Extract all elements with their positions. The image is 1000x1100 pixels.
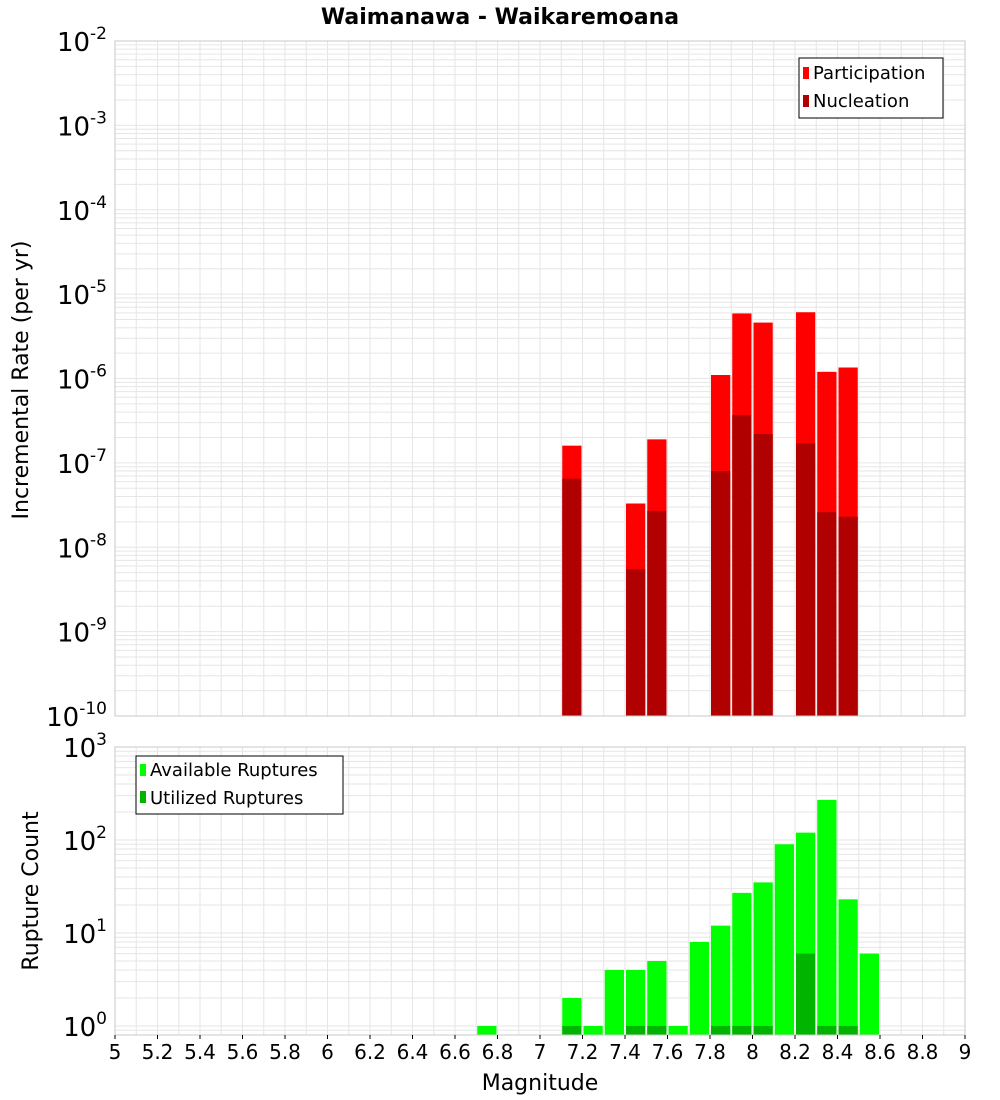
bottom-y-tick-label: 100 [63, 1009, 107, 1043]
top-bar-nucleation [817, 512, 837, 716]
bottom-bar-available-ruptures [859, 953, 879, 1035]
top-bar-nucleation [562, 478, 582, 716]
top-panel-frame [114, 40, 966, 717]
bottom-bar-available-ruptures [668, 1025, 688, 1035]
x-tick-label: 6.8 [482, 1040, 514, 1064]
bottom-bar-available-ruptures [583, 1025, 603, 1035]
legend-label-utilized: Utilized Ruptures [150, 788, 303, 809]
bottom-y-tick-label: 101 [63, 916, 107, 950]
legend-swatch-nucleation [803, 95, 809, 107]
top-panel-bars [562, 312, 858, 716]
top-y-tick-label: 10-5 [57, 277, 107, 311]
bottom-bar-available-ruptures [753, 882, 773, 1035]
bottom-bar-available-ruptures [711, 925, 731, 1035]
bottom-bar-utilized-ruptures [753, 1025, 773, 1035]
bottom-bar-available-ruptures [604, 969, 624, 1035]
legend-swatch-utilized [140, 791, 146, 803]
top-y-tick-label: 10-2 [57, 24, 107, 58]
legend-label-nucleation: Nucleation [813, 91, 909, 112]
top-y-tick-label: 10-8 [57, 530, 107, 564]
x-tick-label: 7.8 [694, 1040, 726, 1064]
x-tick-label: 8.8 [907, 1040, 939, 1064]
x-tick-label: 6.6 [439, 1040, 471, 1064]
bottom-bar-utilized-ruptures [796, 953, 816, 1035]
x-axis-label: Magnitude [482, 1071, 599, 1096]
top-panel-grid [114, 40, 966, 717]
top-bar-nucleation [711, 471, 731, 716]
top-y-tick-label: 10-6 [57, 362, 107, 396]
x-tick-label: 8.6 [864, 1040, 896, 1064]
bottom-bar-available-ruptures [562, 997, 582, 1035]
x-tick-label: 6.4 [397, 1040, 429, 1064]
x-tick-label: 8.2 [779, 1040, 811, 1064]
bottom-bar-available-ruptures [689, 942, 709, 1035]
top-bar-nucleation [647, 510, 667, 716]
top-y-tick-label: 10-10 [46, 699, 107, 733]
bottom-y-axis-ticks: 100 101 102 103 [63, 730, 107, 1043]
top-bar-nucleation [838, 516, 858, 716]
legend-label-participation: Participation [813, 63, 925, 84]
x-tick-label: 5.8 [269, 1040, 301, 1064]
x-tick-label: 5.2 [142, 1040, 174, 1064]
bottom-legend-box [135, 755, 344, 815]
x-tick-label: 7 [534, 1040, 547, 1064]
x-tick-label: 7.4 [609, 1040, 641, 1064]
bottom-bar-utilized-ruptures [817, 1025, 837, 1035]
top-y-tick-label: 10-9 [57, 615, 107, 649]
top-y-tick-label: 10-3 [57, 108, 107, 142]
bottom-bar-utilized-ruptures [626, 1025, 646, 1035]
top-y-axis-label: Incremental Rate (per yr) [9, 241, 34, 520]
bottom-bar-available-ruptures [477, 1025, 497, 1035]
bottom-legend: Available Ruptures Utilized Ruptures [135, 755, 344, 815]
x-tick-label: 8 [746, 1040, 759, 1064]
x-tick-label: 6 [321, 1040, 334, 1064]
top-y-axis-ticks: 10-10 10-9 10-8 10-7 10-6 10-5 10-4 10-3 10-2 [46, 24, 107, 733]
x-tick-label: 5.4 [184, 1040, 216, 1064]
bottom-bar-available-ruptures [838, 899, 858, 1035]
x-tick-label: 6.2 [354, 1040, 386, 1064]
chart-title: Waimanawa - Waikaremoana [321, 5, 679, 30]
bottom-bar-utilized-ruptures [838, 1025, 858, 1035]
top-bar-nucleation [626, 569, 646, 716]
x-tick-label: 7.6 [652, 1040, 684, 1064]
bottom-panel-bars [477, 799, 879, 1035]
bottom-bar-utilized-ruptures [732, 1025, 752, 1035]
top-y-tick-label: 10-4 [57, 193, 107, 227]
bottom-bar-utilized-ruptures [711, 1025, 731, 1035]
legend-swatch-available [140, 764, 146, 776]
bottom-y-tick-label: 103 [63, 730, 107, 764]
bottom-bar-available-ruptures [774, 844, 794, 1035]
legend-label-available: Available Ruptures [150, 760, 318, 781]
top-y-tick-label: 10-7 [57, 446, 107, 480]
bottom-bar-utilized-ruptures [647, 1025, 667, 1035]
legend-swatch-participation [803, 67, 809, 79]
top-legend-box [798, 57, 944, 119]
top-legend: Participation Nucleation [798, 57, 944, 119]
top-bar-nucleation [732, 414, 752, 716]
bottom-y-tick-label: 102 [63, 823, 107, 857]
bottom-bar-available-ruptures [626, 969, 646, 1035]
x-tick-label: 8.4 [822, 1040, 854, 1064]
x-tick-label: 7.2 [567, 1040, 599, 1064]
bottom-bar-available-ruptures [732, 892, 752, 1035]
bottom-y-axis-label: Rupture Count [19, 811, 44, 971]
x-tick-label: 5.6 [227, 1040, 259, 1064]
x-tick-label: 5 [109, 1040, 122, 1064]
top-bar-nucleation [753, 433, 773, 716]
x-tick-label: 9 [959, 1040, 972, 1064]
bottom-bar-available-ruptures [647, 960, 667, 1035]
bottom-bar-available-ruptures [817, 799, 837, 1035]
x-axis-ticks: 5 5.2 5.4 5.6 5.8 6 6.2 6.4 6.6 6.8 7 7.2 7.4 7.6 7.8 8… [109, 1035, 972, 1064]
top-bar-nucleation [796, 443, 816, 716]
bottom-bar-utilized-ruptures [562, 1025, 582, 1035]
